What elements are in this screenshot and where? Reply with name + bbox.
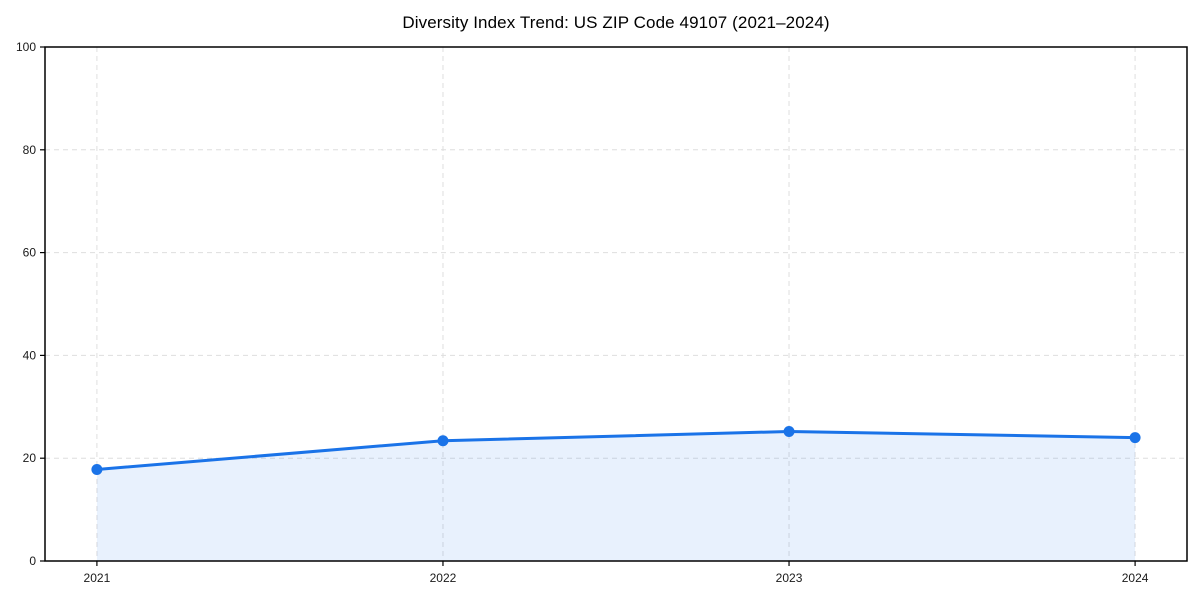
y-tick-label: 60 xyxy=(23,246,37,260)
plot-border xyxy=(44,46,1188,562)
data-point-marker xyxy=(783,425,795,437)
y-tick-label: 40 xyxy=(23,348,37,362)
y-tick-label: 80 xyxy=(23,143,37,157)
data-point-marker xyxy=(437,435,449,447)
y-tick-label: 0 xyxy=(29,554,36,568)
y-tick-label: 100 xyxy=(16,40,36,54)
x-tick-label: 2023 xyxy=(776,571,803,585)
y-tick-label: 20 xyxy=(23,451,37,465)
data-point-marker xyxy=(1129,432,1141,444)
trend-line xyxy=(95,429,1137,472)
x-tick-label: 2024 xyxy=(1122,571,1149,585)
area-fill xyxy=(96,431,1136,561)
x-tick-label: 2021 xyxy=(84,571,111,585)
chart-title: Diversity Index Trend: US ZIP Code 49107… xyxy=(402,13,830,32)
x-tick-label: 2022 xyxy=(430,571,457,585)
data-point-marker xyxy=(91,464,103,476)
